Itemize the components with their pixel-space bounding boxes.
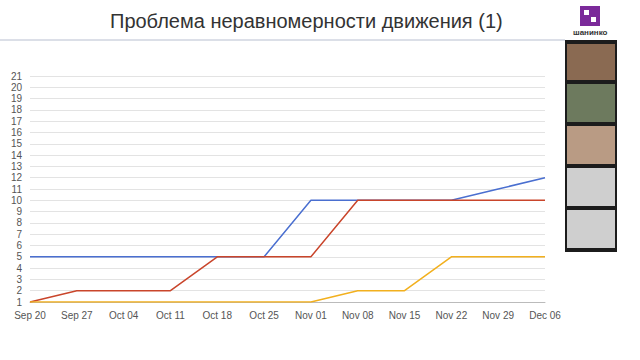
svg-text:9: 9: [16, 206, 22, 217]
svg-text:Oct 18: Oct 18: [203, 310, 233, 321]
svg-text:19: 19: [11, 93, 23, 104]
svg-text:Oct 11: Oct 11: [156, 310, 185, 321]
svg-text:3: 3: [16, 274, 22, 285]
svg-text:Sep 20: Sep 20: [14, 310, 46, 321]
svg-text:Oct 04: Oct 04: [109, 310, 139, 321]
svg-text:Nov 08: Nov 08: [342, 310, 374, 321]
svg-text:16: 16: [11, 127, 23, 138]
svg-text:шанинко: шанинко: [573, 28, 608, 37]
svg-text:21: 21: [11, 71, 23, 82]
svg-text:18: 18: [11, 104, 23, 115]
svg-text:Nov 22: Nov 22: [436, 310, 468, 321]
svg-text:Oct 25: Oct 25: [249, 310, 279, 321]
svg-text:5: 5: [16, 251, 22, 262]
svg-text:7: 7: [16, 229, 22, 240]
svg-text:8: 8: [16, 217, 22, 228]
svg-text:2: 2: [16, 285, 22, 296]
svg-text:13: 13: [11, 161, 23, 172]
svg-text:4: 4: [16, 263, 22, 274]
svg-text:Проблема неравномерности движе: Проблема неравномерности движения (1): [110, 10, 503, 32]
svg-text:Nov 29: Nov 29: [482, 310, 514, 321]
svg-text:20: 20: [11, 82, 23, 93]
svg-text:1: 1: [16, 297, 22, 308]
svg-text:12: 12: [11, 172, 23, 183]
svg-text:14: 14: [11, 150, 23, 161]
svg-text:Dec 06: Dec 06: [529, 310, 561, 321]
svg-text:15: 15: [11, 138, 23, 149]
svg-text:Nov 15: Nov 15: [389, 310, 421, 321]
svg-text:6: 6: [16, 240, 22, 251]
svg-text:10: 10: [11, 195, 23, 206]
svg-text:Nov 01: Nov 01: [295, 310, 327, 321]
svg-text:11: 11: [12, 184, 23, 195]
svg-text:Sep 27: Sep 27: [61, 310, 93, 321]
svg-text:17: 17: [11, 116, 23, 127]
